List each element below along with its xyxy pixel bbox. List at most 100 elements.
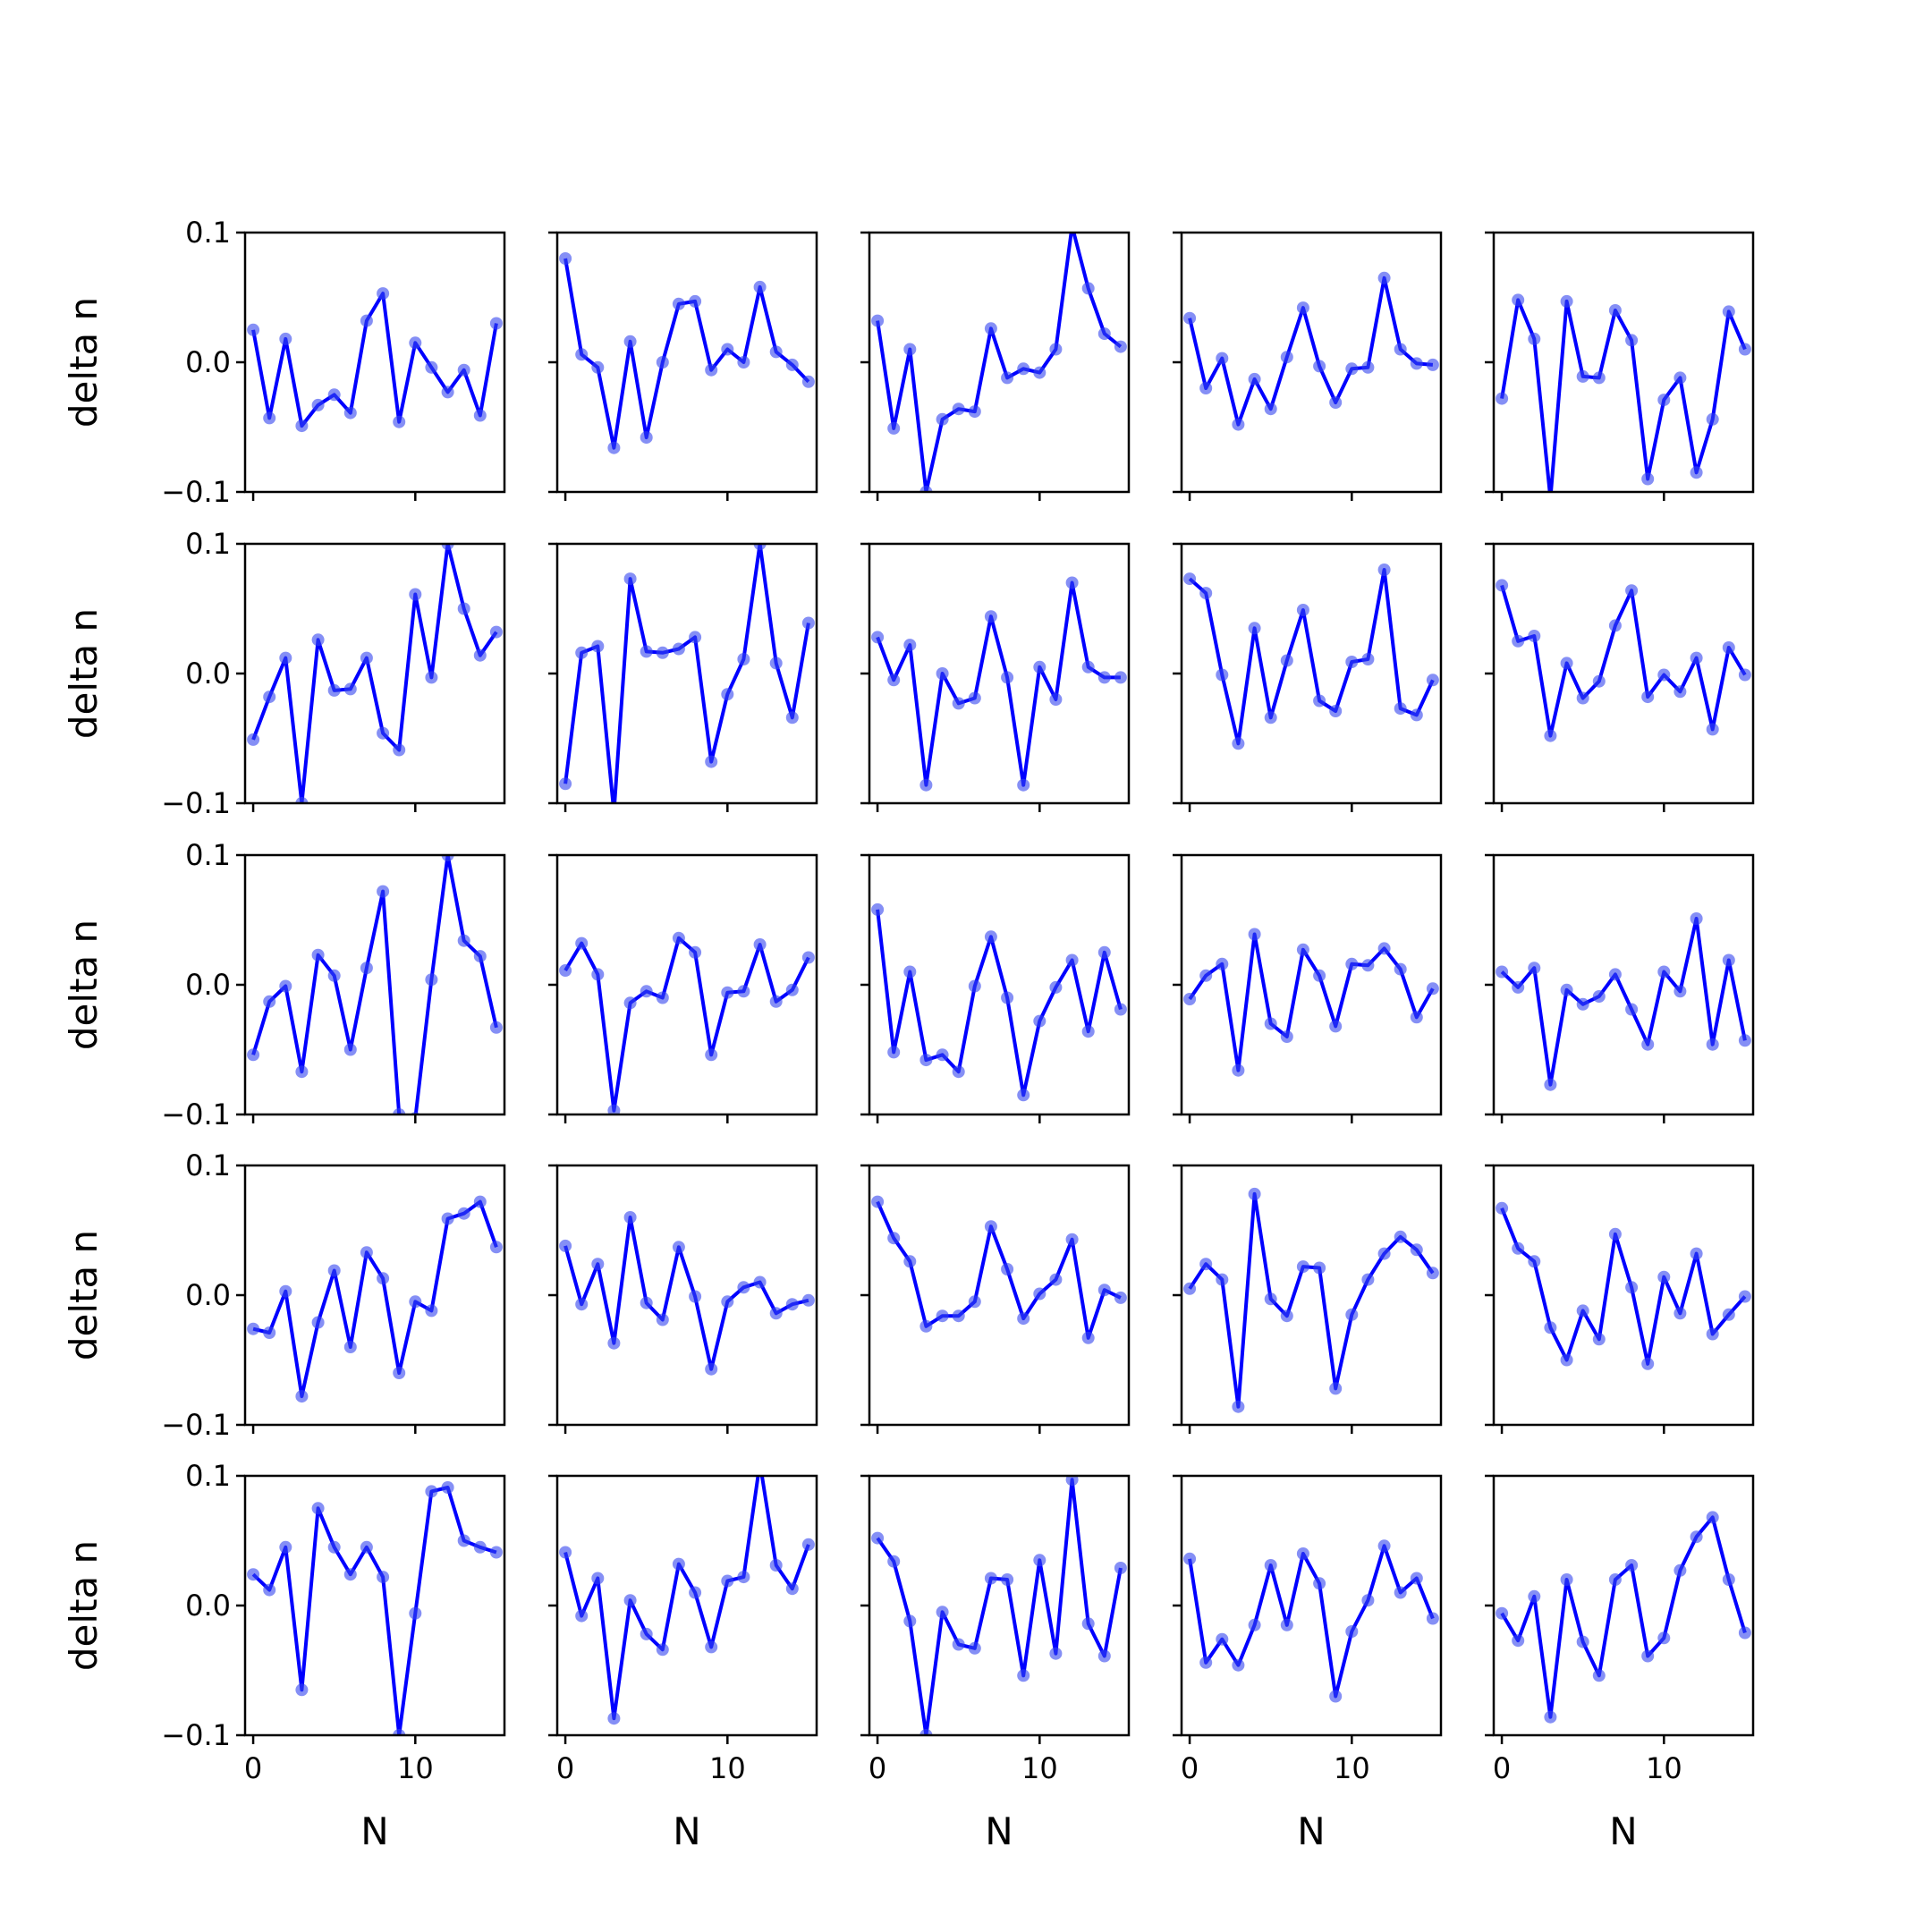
data-point [1313,969,1326,982]
axes-frame [243,231,506,494]
data-point [1232,737,1245,750]
data-point [1216,957,1229,970]
plot-area [247,287,503,433]
data-point [1345,957,1359,970]
data-point [1264,1017,1277,1030]
data-point [1049,343,1063,356]
axes-frame [1492,853,1755,1116]
data-point [343,406,357,419]
data-point [1216,1273,1229,1286]
series-line [876,580,1121,787]
subplot-r3-c2 [548,853,818,1123]
data-point [1426,674,1439,687]
series-line [251,855,498,1114]
plot-area [247,1481,503,1735]
data-point [1361,959,1375,972]
data-point [327,388,341,402]
data-point [1081,660,1095,674]
data-point [737,356,750,369]
data-point [1345,362,1359,376]
data-point [1081,282,1095,295]
data-point [968,405,981,419]
data-point [1410,708,1423,722]
data-point [1033,660,1046,674]
data-point [279,1284,292,1298]
data-point [705,363,718,377]
data-point [575,1298,589,1311]
data-point [1097,945,1111,959]
data-point [656,1643,669,1657]
data-point [1296,943,1309,956]
series-line [564,1476,810,1721]
data-point [887,674,901,687]
data-point [263,691,276,704]
data-point [1183,572,1197,586]
data-point [640,1296,653,1309]
data-point [1361,1594,1375,1607]
data-point [1512,293,1525,307]
data-point [1313,360,1326,373]
subplot-r2-c5 [1485,542,1755,812]
data-point [737,985,750,998]
data-point [1641,1649,1655,1663]
y-tick-label: 0.0 [185,1278,231,1312]
data-point [656,646,669,659]
data-point [785,983,799,996]
axes-frame [1492,1164,1755,1427]
series-line [251,1486,497,1735]
subplot-r1-c4 [1173,231,1443,501]
data-point [968,1641,981,1655]
data-point [1608,1227,1622,1241]
data-point [425,1485,438,1498]
y-tick-label: −0.1 [161,1097,231,1131]
subplot-r2-c4 [1173,542,1443,812]
data-point [360,962,373,975]
data-point [705,1048,718,1062]
data-point [737,653,750,665]
series-line [564,1216,809,1371]
data-point [263,995,276,1008]
x-tick-label: 0 [1181,1751,1199,1785]
data-point [1216,352,1229,365]
data-point [871,902,885,916]
data-point [984,930,997,944]
plot-area [1496,912,1751,1091]
data-point [1248,1618,1261,1631]
plot-area [1496,1511,1751,1724]
data-point [1722,641,1735,654]
data-point [441,1212,454,1225]
subplot-r4-c3 [860,1164,1131,1434]
data-point [656,356,669,369]
data-point [1738,1034,1751,1047]
data-point [327,1540,341,1554]
data-point [753,544,767,550]
data-point [263,1583,276,1597]
plot-area [1183,271,1439,431]
data-point [1001,1573,1014,1586]
data-point [1232,1658,1245,1672]
subplot-r4-c4 [1173,1164,1443,1434]
data-point [489,625,503,639]
axes-frame [1180,1164,1443,1427]
y-tick-label: 0.0 [185,657,231,691]
data-point [575,936,589,950]
data-point [1313,1261,1326,1275]
data-point [311,1502,325,1515]
plot-area [871,576,1127,792]
data-point [591,1572,605,1585]
data-point [952,697,965,710]
data-point [984,1572,997,1585]
data-point [1199,1258,1213,1271]
data-point [279,1540,292,1554]
data-point [753,938,767,951]
plot-area [559,1211,815,1376]
series-line [876,909,1123,1097]
data-point [623,1594,637,1607]
plot-area [1496,579,1751,742]
data-point [247,733,260,746]
data-point [327,1264,341,1277]
plot-area [559,1476,815,1725]
data-point [984,610,997,623]
x-axis-label: N [673,1809,700,1853]
data-point [1738,1290,1751,1303]
